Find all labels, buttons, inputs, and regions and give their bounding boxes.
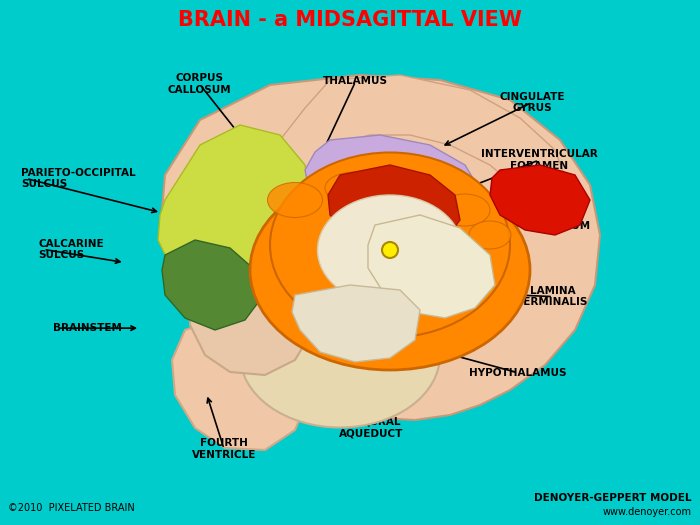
Polygon shape	[162, 75, 600, 420]
Text: HYPOTHALAMUS: HYPOTHALAMUS	[469, 368, 567, 378]
Ellipse shape	[440, 194, 490, 226]
Polygon shape	[328, 165, 460, 248]
Polygon shape	[368, 215, 495, 318]
Ellipse shape	[270, 152, 510, 338]
Text: BRAIN - a MIDSAGITTAL VIEW: BRAIN - a MIDSAGITTAL VIEW	[178, 10, 522, 30]
Text: CEREBRAL
AQUEDUCT: CEREBRAL AQUEDUCT	[339, 417, 403, 439]
Text: SEPTUM
PELLUCIDUM: SEPTUM PELLUCIDUM	[515, 209, 591, 232]
Text: ©2010  PIXELATED BRAIN: ©2010 PIXELATED BRAIN	[8, 503, 134, 513]
Text: CALCARINE
SULCUS: CALCARINE SULCUS	[38, 238, 104, 260]
Text: CORPUS
CALLOSUM: CORPUS CALLOSUM	[168, 73, 231, 95]
Text: LAMINA
TERMINALIS: LAMINA TERMINALIS	[517, 286, 589, 308]
Polygon shape	[158, 125, 310, 280]
Ellipse shape	[267, 183, 323, 217]
Polygon shape	[292, 285, 420, 362]
Text: FOURTH
VENTRICLE: FOURTH VENTRICLE	[192, 438, 256, 460]
Text: DENOYER-GEPPERT MODEL: DENOYER-GEPPERT MODEL	[535, 493, 692, 503]
Polygon shape	[172, 315, 310, 450]
Text: CINGULATE
GYRUS: CINGULATE GYRUS	[499, 91, 565, 113]
Polygon shape	[490, 165, 590, 235]
Polygon shape	[265, 75, 570, 210]
Polygon shape	[190, 270, 310, 375]
Ellipse shape	[325, 172, 385, 204]
Text: INTERVENTRICULAR
FORAMEN: INTERVENTRICULAR FORAMEN	[481, 149, 597, 171]
Text: www.denoyer.com: www.denoyer.com	[603, 507, 692, 517]
Text: PARIETO-OCCIPITAL
SULCUS: PARIETO-OCCIPITAL SULCUS	[21, 167, 136, 190]
Ellipse shape	[469, 221, 511, 249]
Text: THALAMUS: THALAMUS	[323, 76, 388, 87]
Ellipse shape	[318, 195, 463, 305]
Ellipse shape	[388, 175, 442, 205]
Polygon shape	[162, 240, 260, 330]
Polygon shape	[305, 135, 480, 220]
Ellipse shape	[250, 170, 530, 370]
Circle shape	[382, 242, 398, 258]
Ellipse shape	[240, 282, 440, 427]
Text: BRAINSTEM: BRAINSTEM	[52, 323, 121, 333]
